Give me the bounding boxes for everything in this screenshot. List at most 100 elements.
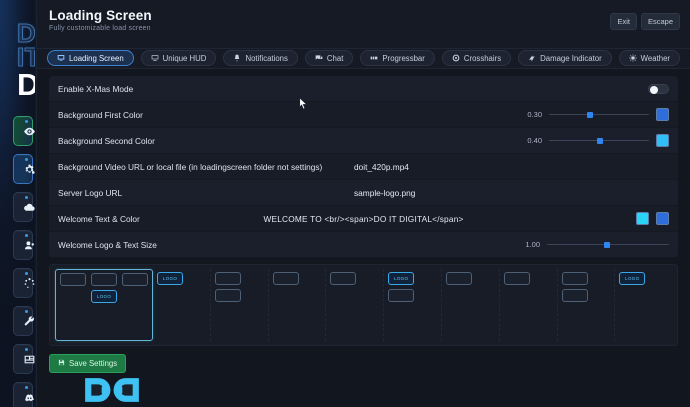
- did-logo: [81, 373, 143, 407]
- window-buttons: Exit Escape: [610, 13, 680, 30]
- layout-column[interactable]: [269, 269, 327, 341]
- layout-column[interactable]: LOGO: [615, 269, 672, 341]
- slider-knob[interactable]: [604, 241, 611, 248]
- gear-icon: [23, 163, 35, 176]
- tab-crosshairs[interactable]: Crosshairs: [441, 50, 512, 67]
- setting-label: Background Second Color: [58, 135, 155, 146]
- status-dot: [25, 120, 28, 124]
- status-dot: [25, 310, 28, 314]
- tab-loading-screen[interactable]: Loading Screen: [47, 50, 134, 67]
- sidebar-item-loading-bar[interactable]: Loading Bar: [13, 268, 35, 299]
- layout-slot[interactable]: [330, 272, 357, 285]
- setting-row-server-logo-url: Server Logo URL sample-logo.png: [49, 180, 678, 206]
- layout-slot[interactable]: [214, 272, 241, 285]
- background-second-color-swatch[interactable]: [656, 134, 669, 147]
- layout-column[interactable]: [211, 269, 269, 341]
- layout-slot[interactable]: [561, 289, 588, 302]
- welcome-text-value[interactable]: WELCOME TO <br/><span>DO IT DIGITAL</spa…: [263, 213, 464, 224]
- sidebar-nav: Preview Loading Screen Main Settings Mus…: [13, 116, 35, 407]
- layout-column[interactable]: [442, 269, 500, 341]
- save-settings-button[interactable]: Save Settings: [49, 354, 127, 373]
- tab-label: Unique HUD: [162, 53, 207, 63]
- xmas-mode-toggle[interactable]: [648, 83, 669, 94]
- background-first-color-swatch[interactable]: [656, 108, 669, 121]
- layout-slot[interactable]: [272, 272, 299, 285]
- main-panel: Loading Screen Fully customizable load s…: [36, 0, 690, 407]
- tab-notifications[interactable]: Notifications: [223, 50, 298, 67]
- layout-logo-slot[interactable]: LOGO: [619, 272, 646, 285]
- sidebar-item-preview-loading-screen[interactable]: Preview Loading Screen: [13, 116, 35, 147]
- image-icon: [23, 353, 35, 366]
- status-dot: [25, 234, 28, 238]
- background-first-opacity-slider[interactable]: [549, 110, 649, 120]
- welcome-size-slider[interactable]: [547, 240, 669, 250]
- setting-control: 0.40: [522, 134, 669, 147]
- user-icon: [23, 239, 35, 252]
- server-logo-url-value[interactable]: sample-logo.png: [354, 187, 416, 198]
- layout-column[interactable]: [326, 269, 385, 341]
- tab-bar: Loading Screen Unique HUD Notifications …: [37, 48, 690, 69]
- sidebar-item-update-and-more[interactable]: Update & More: [13, 306, 34, 337]
- tab-label: Crosshairs: [463, 53, 502, 63]
- layout-column[interactable]: LOGO: [153, 269, 211, 341]
- settings-list: Enable X-Mas Mode Background First Color…: [49, 76, 678, 258]
- layout-column[interactable]: [558, 269, 616, 341]
- progress-icon: [370, 54, 378, 62]
- layout-row: [561, 272, 611, 285]
- layout-slot[interactable]: [214, 289, 241, 302]
- background-second-opacity-slider[interactable]: [549, 136, 649, 146]
- layout-slot[interactable]: [388, 289, 415, 302]
- sidebar-item-staff-members[interactable]: Staff Members: [13, 230, 35, 261]
- slider-track: [549, 113, 649, 116]
- setting-control: 0.30: [522, 108, 669, 121]
- setting-label: Background First Color: [58, 109, 143, 120]
- tab-progressbar[interactable]: Progressbar: [360, 50, 435, 67]
- setting-label: Welcome Text & Color: [58, 213, 140, 224]
- tab-chat[interactable]: Chat: [304, 50, 354, 67]
- damage-icon: [528, 54, 536, 62]
- tab-damage-indicator[interactable]: Damage Indicator: [518, 50, 612, 67]
- layout-column[interactable]: LOGO: [55, 269, 154, 341]
- layout-slot[interactable]: [91, 273, 118, 286]
- background-video-value[interactable]: doit_420p.mp4: [354, 161, 409, 172]
- sidebar-item-social-media[interactable]: Social Media: [13, 382, 34, 407]
- slider-knob[interactable]: [597, 137, 603, 144]
- setting-label: Welcome Logo & Text Size: [58, 239, 157, 250]
- setting-row-background-first-color: Background First Color 0.30: [49, 102, 678, 128]
- tab-weather[interactable]: Weather: [618, 50, 680, 67]
- layout-row: [60, 273, 149, 286]
- layout-slot[interactable]: [122, 273, 149, 286]
- welcome-color-a-swatch[interactable]: [636, 212, 649, 225]
- layout-row: [272, 272, 322, 285]
- sidebar-item-photo-gallery[interactable]: Photo Gallery: [13, 344, 35, 375]
- layout-logo-slot[interactable]: LOGO: [157, 272, 184, 285]
- sidebar-item-music-settings[interactable]: Music Settings: [13, 192, 35, 223]
- layout-logo-slot[interactable]: LOGO: [388, 272, 415, 285]
- slider-value: 0.30: [527, 110, 542, 119]
- sidebar-item-main-settings[interactable]: Main Settings: [13, 154, 35, 185]
- layout-slot[interactable]: [445, 272, 472, 285]
- layout-column[interactable]: [500, 269, 558, 341]
- display-icon: [151, 54, 159, 62]
- layout-slot[interactable]: [561, 272, 588, 285]
- chat-icon: [315, 54, 323, 62]
- exit-button[interactable]: Exit: [610, 13, 637, 30]
- tab-label: Progressbar: [382, 53, 425, 63]
- slider-knob[interactable]: [587, 111, 593, 118]
- mouse-cursor: [299, 97, 308, 111]
- escape-button[interactable]: Escape: [640, 13, 680, 30]
- settings-content: Enable X-Mas Mode Background First Color…: [37, 69, 690, 373]
- tab-label: Weather: [640, 53, 670, 63]
- layout-row: [214, 289, 264, 302]
- layout-row: LOGO: [60, 290, 148, 303]
- tab-unique-hud[interactable]: Unique HUD: [140, 50, 217, 67]
- layout-column[interactable]: LOGO: [384, 269, 442, 341]
- layout-logo-slot[interactable]: LOGO: [91, 290, 118, 303]
- setting-row-welcome-text: Welcome Text & Color WELCOME TO <br/><sp…: [49, 206, 678, 232]
- layout-slot[interactable]: [503, 272, 530, 285]
- layout-row: [445, 272, 495, 285]
- welcome-color-b-swatch[interactable]: [656, 212, 669, 225]
- layout-row: [561, 289, 611, 302]
- layout-slot[interactable]: [60, 273, 87, 286]
- brand-bottom-text: DIGITAL: [17, 69, 35, 99]
